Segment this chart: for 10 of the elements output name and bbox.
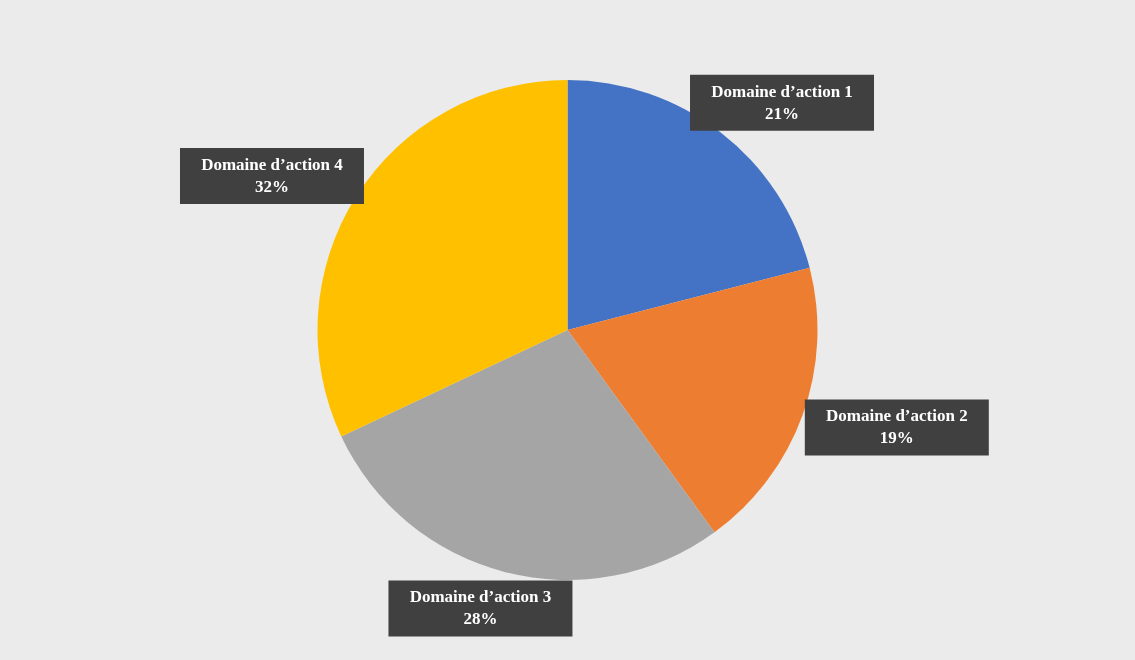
pie-slice	[567, 267, 818, 533]
slice-label: Domaine d’action 2	[825, 406, 968, 426]
slice-label: Domaine d’action 1	[711, 81, 853, 101]
slice-label: Domaine d’action 4	[201, 154, 344, 174]
data-label: 21%	[765, 103, 800, 123]
data-label: 19%	[879, 428, 914, 448]
data-label: 28%	[463, 609, 498, 629]
slice-label: Domaine d’action 3	[409, 587, 552, 607]
pie-slice	[341, 330, 715, 580]
data-label: 32%	[254, 176, 289, 196]
